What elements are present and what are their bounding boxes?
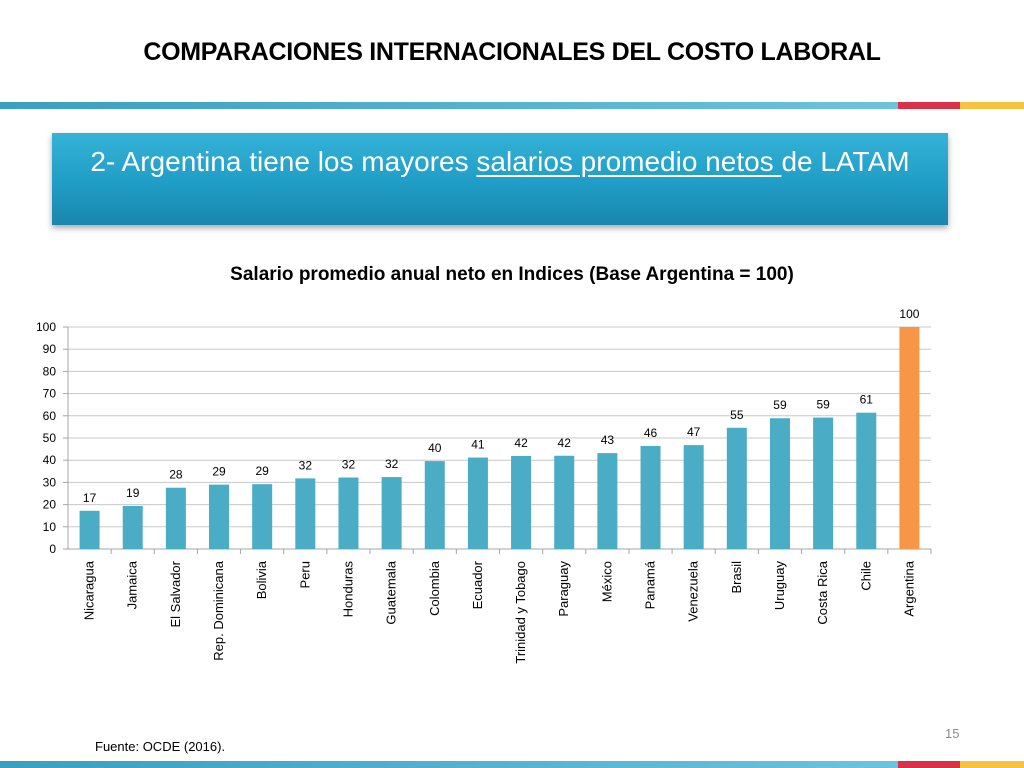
bar bbox=[209, 484, 230, 549]
bar bbox=[381, 477, 402, 549]
bar bbox=[640, 445, 661, 549]
bar bbox=[683, 445, 704, 549]
x-tick-label: Panamá bbox=[643, 560, 658, 609]
bar bbox=[122, 505, 143, 549]
data-label: 100 bbox=[899, 307, 919, 321]
x-tick-label: El Salvador bbox=[168, 560, 183, 627]
data-label: 40 bbox=[428, 441, 442, 455]
top-stripe-red bbox=[898, 102, 960, 109]
data-label: 32 bbox=[299, 458, 313, 472]
x-tick-label: Costa Rica bbox=[815, 560, 830, 624]
data-label: 47 bbox=[687, 425, 701, 439]
chart-title: Salario promedio anual neto en Indices (… bbox=[230, 264, 794, 285]
x-tick-label: Argentina bbox=[901, 560, 916, 616]
x-tick-label: Chile bbox=[858, 561, 873, 591]
bar bbox=[597, 453, 618, 549]
bar bbox=[338, 477, 359, 549]
bar bbox=[726, 427, 747, 549]
top-stripe bbox=[0, 102, 1024, 109]
x-tick-label: Peru bbox=[297, 561, 312, 588]
slide-title: COMPARACIONES INTERNACIONALES DEL COSTO … bbox=[143, 38, 881, 66]
y-tick-label: 90 bbox=[43, 342, 57, 356]
banner-text-underlined: salarios promedio netos bbox=[476, 146, 782, 177]
bar bbox=[769, 418, 790, 549]
data-label: 42 bbox=[558, 436, 572, 450]
bar bbox=[165, 487, 186, 549]
y-tick-label: 20 bbox=[43, 498, 57, 512]
bar bbox=[813, 417, 834, 549]
x-tick-label: Jamaica bbox=[125, 560, 140, 609]
x-tick-label: Venezuela bbox=[686, 560, 701, 621]
bar bbox=[899, 327, 920, 549]
y-tick-label: 40 bbox=[43, 453, 57, 467]
data-label: 43 bbox=[601, 433, 615, 447]
data-label: 19 bbox=[126, 486, 140, 500]
data-label: 29 bbox=[255, 464, 269, 478]
banner-text-start: 2- Argentina tiene los mayores bbox=[90, 146, 477, 177]
y-tick-label: 10 bbox=[43, 520, 57, 534]
data-label: 55 bbox=[730, 408, 744, 422]
x-tick-label: Bolivia bbox=[254, 560, 269, 599]
data-label: 32 bbox=[385, 457, 399, 471]
bar bbox=[295, 478, 316, 549]
source-note: Fuente: OCDE (2016). bbox=[95, 739, 226, 754]
page-number: 15 bbox=[945, 726, 960, 741]
x-tick-label: Paraguay bbox=[556, 561, 571, 617]
bottom-stripe-yellow bbox=[960, 761, 1024, 768]
data-label: 59 bbox=[816, 398, 830, 412]
bar bbox=[511, 455, 532, 549]
data-label: 59 bbox=[773, 398, 787, 412]
bottom-stripe-red bbox=[898, 761, 960, 768]
x-tick-label: Colombia bbox=[427, 560, 442, 616]
x-tick-label: México bbox=[599, 561, 614, 602]
top-stripe-blue bbox=[0, 102, 898, 109]
data-label: 61 bbox=[860, 393, 874, 407]
x-tick-label: Nicaragua bbox=[82, 560, 97, 620]
data-label: 17 bbox=[83, 491, 97, 505]
data-label: 29 bbox=[212, 465, 226, 479]
data-label: 32 bbox=[342, 458, 356, 472]
bar bbox=[467, 457, 488, 549]
bottom-stripe-blue bbox=[0, 761, 898, 768]
x-tick-label: Uruguay bbox=[772, 561, 787, 611]
x-tick-label: Ecuador bbox=[470, 560, 485, 609]
y-tick-label: 70 bbox=[43, 387, 57, 401]
banner-text-end: de LATAM bbox=[781, 146, 910, 177]
data-label: 46 bbox=[644, 426, 658, 440]
bar bbox=[554, 455, 575, 549]
headline-banner: 2- Argentina tiene los mayores salarios … bbox=[52, 133, 948, 225]
bar bbox=[252, 484, 273, 549]
data-label: 28 bbox=[169, 468, 183, 482]
data-label: 42 bbox=[514, 436, 528, 450]
bottom-stripe bbox=[0, 761, 1024, 768]
bar bbox=[856, 412, 877, 549]
y-tick-label: 0 bbox=[49, 542, 56, 556]
x-tick-label: Trinidad y Tobago bbox=[513, 561, 528, 664]
y-tick-label: 50 bbox=[43, 431, 57, 445]
y-tick-label: 60 bbox=[43, 409, 57, 423]
x-tick-label: Guatemala bbox=[384, 560, 399, 624]
x-tick-label: Rep. Dominicana bbox=[211, 560, 226, 660]
x-tick-label: Brasil bbox=[729, 561, 744, 594]
data-label: 41 bbox=[471, 438, 485, 452]
y-tick-label: 30 bbox=[43, 475, 57, 489]
bar bbox=[79, 510, 100, 549]
y-tick-label: 80 bbox=[43, 364, 57, 378]
bar bbox=[424, 461, 445, 549]
x-tick-label: Honduras bbox=[340, 561, 355, 618]
top-stripe-yellow bbox=[960, 102, 1024, 109]
y-tick-label: 100 bbox=[36, 320, 56, 334]
